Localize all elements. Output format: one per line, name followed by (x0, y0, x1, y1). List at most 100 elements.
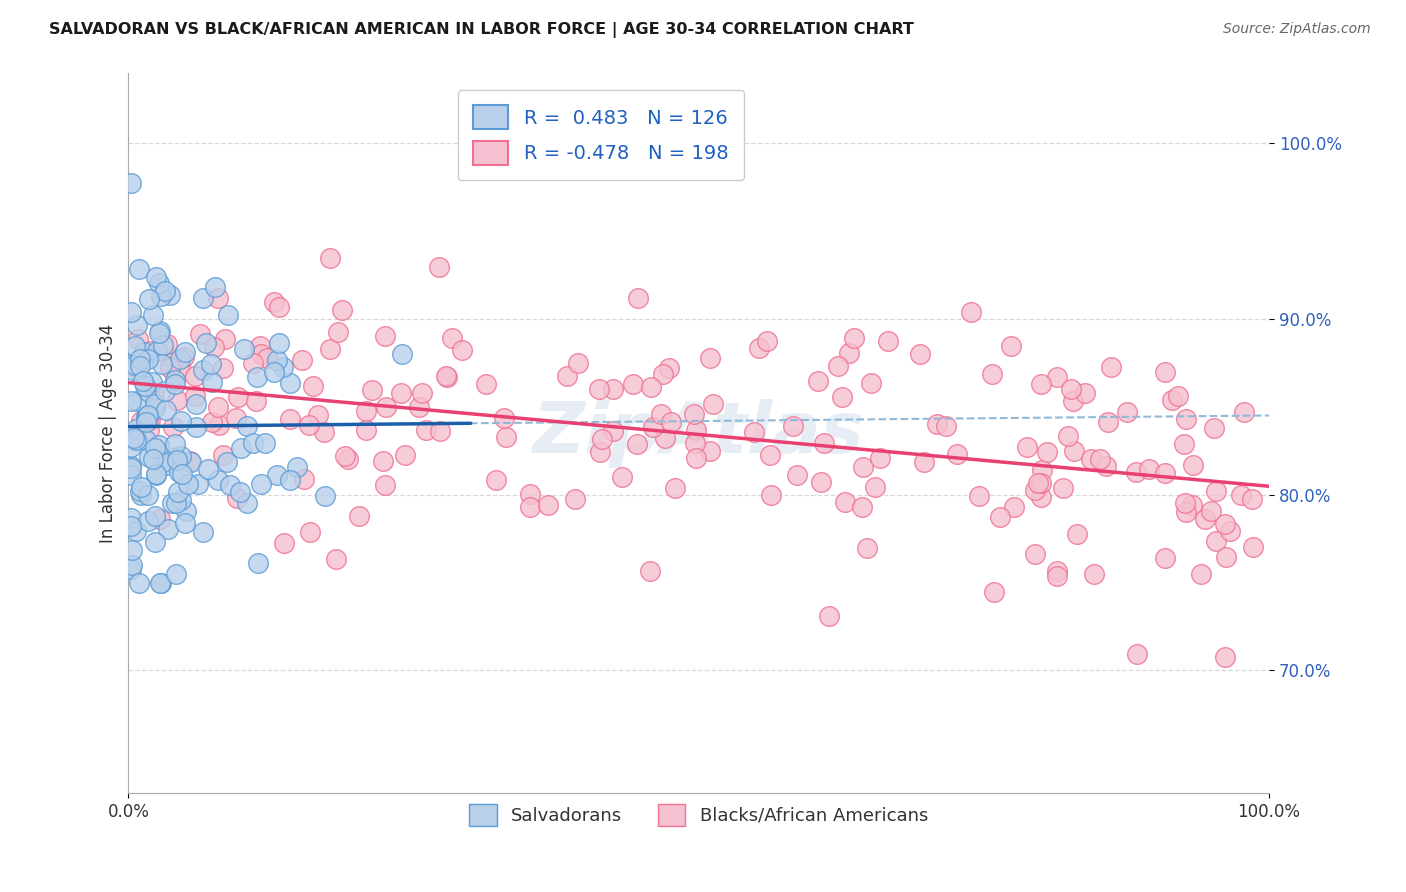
Point (627, 291, 650, 305)
Point (134, 344, 156, 359)
Point (214, 332, 236, 346)
Point (135, 433, 157, 447)
Point (408, 401, 430, 415)
Point (1233, 405, 1256, 419)
Point (169, 414, 191, 428)
Point (263, 366, 285, 380)
Point (1099, 359, 1122, 374)
Point (519, 500, 541, 514)
Point (980, 367, 1002, 381)
Point (174, 516, 197, 530)
Point (163, 437, 186, 451)
Point (152, 455, 174, 469)
Point (851, 500, 873, 514)
Point (142, 452, 165, 467)
Text: Source: ZipAtlas.com: Source: ZipAtlas.com (1223, 22, 1371, 37)
Point (250, 347, 273, 361)
Point (1194, 512, 1216, 526)
Point (149, 575, 172, 590)
Point (146, 343, 169, 358)
Point (155, 458, 177, 472)
Point (159, 361, 181, 376)
Point (128, 352, 150, 367)
Point (138, 450, 160, 465)
Point (129, 359, 152, 374)
Point (138, 343, 160, 358)
Point (136, 488, 159, 502)
Point (138, 384, 160, 399)
Point (194, 335, 217, 350)
Point (201, 415, 224, 429)
Point (120, 359, 142, 373)
Point (301, 379, 323, 393)
Point (165, 496, 187, 510)
Point (135, 409, 157, 423)
Point (347, 509, 370, 524)
Point (129, 488, 152, 502)
Point (1219, 524, 1241, 538)
Point (141, 376, 163, 390)
Point (197, 462, 219, 476)
Point (173, 351, 195, 365)
Point (621, 377, 644, 392)
Point (1189, 567, 1212, 582)
Point (838, 345, 860, 359)
Point (170, 492, 193, 507)
Point (138, 292, 160, 306)
Point (1000, 339, 1022, 353)
Point (228, 485, 250, 500)
Point (429, 260, 451, 275)
Point (602, 425, 624, 439)
Point (1204, 421, 1226, 435)
Point (155, 284, 177, 298)
Point (200, 357, 222, 371)
Point (162, 420, 184, 434)
Point (215, 455, 238, 469)
Point (184, 389, 207, 403)
Point (1213, 517, 1236, 532)
Point (143, 508, 166, 523)
Point (219, 478, 242, 492)
Point (1125, 465, 1147, 479)
Point (211, 361, 233, 376)
Point (1095, 459, 1118, 474)
Point (1046, 569, 1069, 583)
Point (818, 608, 841, 623)
Point (153, 384, 176, 398)
Point (912, 455, 935, 469)
Point (1062, 393, 1084, 408)
Point (1029, 490, 1052, 504)
Point (1205, 483, 1227, 498)
Point (988, 510, 1011, 524)
Point (314, 489, 336, 503)
Point (169, 351, 191, 366)
Point (136, 351, 159, 366)
Point (877, 334, 900, 348)
Point (267, 335, 290, 350)
Point (299, 524, 322, 539)
Point (1126, 647, 1149, 661)
Point (246, 370, 269, 384)
Point (148, 277, 170, 291)
Point (179, 454, 201, 468)
Point (664, 481, 686, 495)
Point (291, 353, 314, 368)
Point (242, 356, 264, 370)
Point (120, 562, 142, 576)
Point (128, 575, 150, 590)
Point (983, 585, 1005, 599)
Point (120, 305, 142, 319)
Point (328, 325, 350, 339)
Point (960, 305, 983, 319)
Point (159, 288, 181, 302)
Point (145, 269, 167, 284)
Point (263, 295, 285, 310)
Point (1017, 440, 1039, 454)
Point (229, 441, 252, 455)
Point (474, 377, 496, 392)
Point (1161, 393, 1184, 408)
Point (143, 534, 166, 549)
Point (1215, 549, 1237, 564)
Point (856, 541, 879, 556)
Point (967, 489, 990, 503)
